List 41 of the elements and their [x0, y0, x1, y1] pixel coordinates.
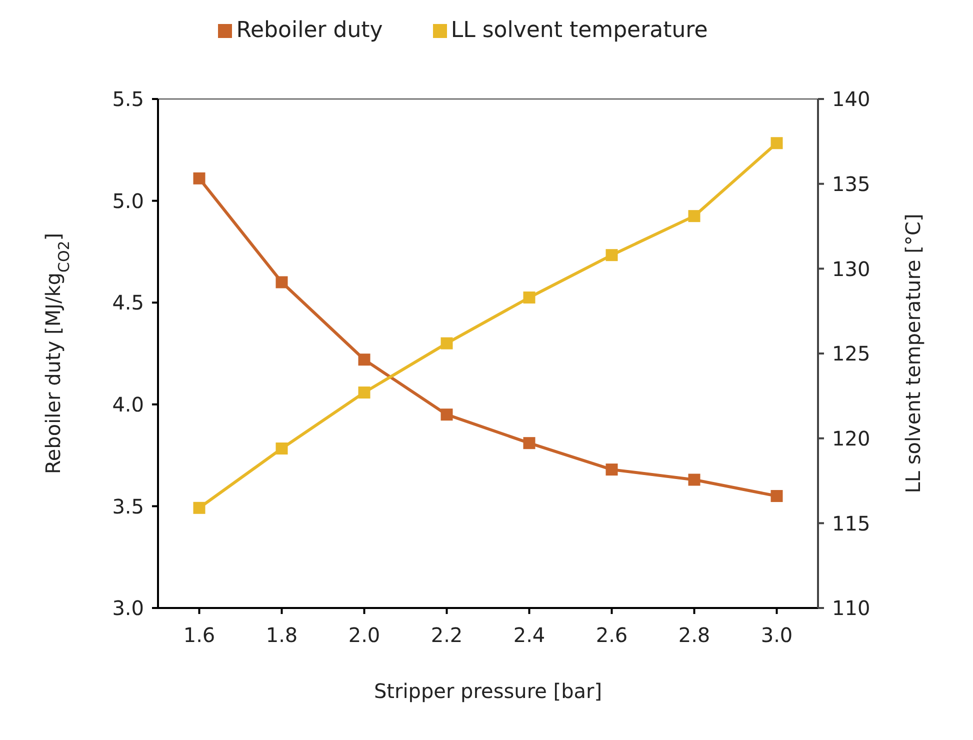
- point: [688, 210, 700, 222]
- point: [606, 249, 618, 262]
- y-tick-label: 4.0: [112, 392, 144, 416]
- point: [606, 464, 618, 476]
- y2-tick-label: 120: [832, 426, 870, 450]
- y2-tick-label: 115: [832, 511, 870, 536]
- x-tick-label: 2.6: [596, 623, 628, 648]
- point: [193, 172, 206, 184]
- point: [770, 490, 783, 502]
- x-axis-title: Stripper pressure [bar]: [374, 679, 602, 703]
- y2-tick-label: 125: [832, 342, 870, 366]
- y-tick-label: 4.5: [112, 290, 144, 315]
- x-tick-label: 2.0: [348, 623, 380, 648]
- point: [440, 337, 453, 350]
- y-tick-label: 3.5: [112, 494, 144, 518]
- point: [523, 437, 536, 450]
- x-tick-label: 2.8: [678, 623, 710, 648]
- point: [440, 408, 453, 421]
- x-tick-label: 3.0: [760, 623, 793, 648]
- legend-label: Reboiler duty: [236, 18, 383, 43]
- x-tick-label: 2.2: [430, 623, 463, 648]
- point: [193, 502, 206, 514]
- point: [358, 354, 370, 366]
- y-tick-label: 5.5: [112, 87, 144, 112]
- x-tick-label: 1.8: [266, 623, 298, 648]
- y2-tick-label: 135: [832, 172, 870, 196]
- legend-label: LL solvent temperature: [450, 18, 708, 43]
- x-tick-label: 2.4: [513, 623, 546, 648]
- point: [276, 442, 288, 455]
- y2-tick-label: 140: [832, 87, 870, 112]
- point: [276, 276, 288, 288]
- point: [770, 137, 783, 150]
- y2-axis-title: LL solvent temperature [°C]: [901, 214, 925, 494]
- point: [523, 292, 536, 304]
- y-tick-label: 5.0: [112, 188, 144, 213]
- point: [688, 474, 700, 486]
- point: [358, 386, 370, 399]
- y2-tick-label: 110: [832, 596, 870, 620]
- x-tick-label: 1.6: [183, 623, 216, 648]
- y-tick-label: 3.0: [112, 596, 144, 620]
- y2-tick-label: 130: [832, 256, 870, 281]
